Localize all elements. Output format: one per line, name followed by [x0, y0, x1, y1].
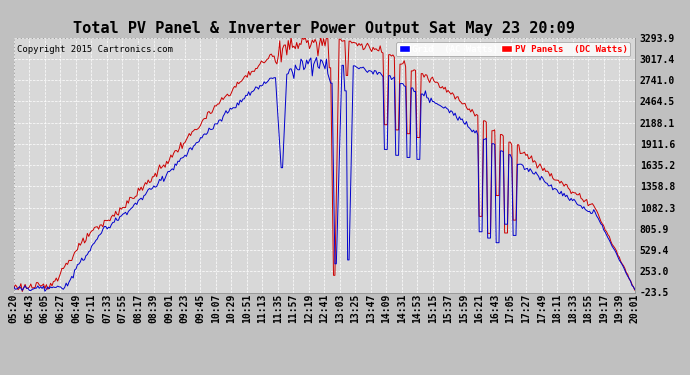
- Text: Copyright 2015 Cartronics.com: Copyright 2015 Cartronics.com: [17, 45, 172, 54]
- Legend: Grid  (AC Watts), PV Panels  (DC Watts): Grid (AC Watts), PV Panels (DC Watts): [396, 42, 630, 56]
- Title: Total PV Panel & Inverter Power Output Sat May 23 20:09: Total PV Panel & Inverter Power Output S…: [73, 21, 575, 36]
